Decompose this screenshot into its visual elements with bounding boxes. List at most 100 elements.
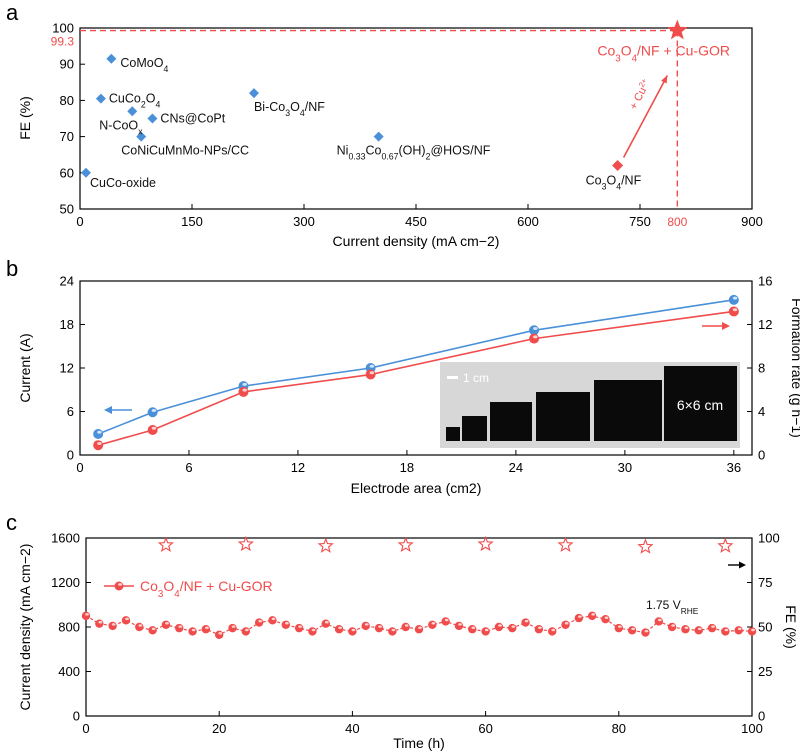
panel-c-current-point-shine (125, 617, 129, 621)
panel-label-c: c (6, 510, 17, 535)
panel-c-current-point-shine (351, 628, 356, 632)
panel-c-current-point (374, 623, 384, 633)
panel-c-current-point-body (614, 623, 623, 633)
panel-c-current-point (548, 627, 557, 636)
panel-c-current-point-shine (458, 623, 462, 626)
panel-c-current-point (667, 622, 677, 632)
panel-c-current-point-shine (111, 623, 116, 626)
panel-c-current-point-shine (551, 628, 556, 632)
panel-c-current-point (81, 611, 91, 621)
panel-a-ref-label-part: 3 (285, 108, 290, 118)
panel-a-ref-label: CNs@CoPt (160, 112, 225, 126)
panel-a-ref-label-part: 4 (155, 100, 160, 110)
panel-a-ref-point (248, 88, 259, 99)
panel-c-current-point (321, 619, 330, 628)
panel-a-ref-label-part: 0.67 (381, 152, 398, 162)
panel-c-xtick-label: 0 (82, 721, 89, 736)
panel-b-rate-point (529, 333, 540, 344)
panel-c-current-point (641, 628, 650, 637)
panel-c-current-point-shine (311, 628, 316, 632)
panel-a-ref-label: N-CoOx (99, 118, 143, 136)
panel-b-rate-point (238, 386, 249, 397)
panel-a-arrow-line (622, 75, 669, 158)
panel-a-ref-label-part: @HOS/NF (430, 144, 490, 158)
panel-c-current-point-shine (751, 628, 755, 632)
panel-b-rate-point-body (147, 424, 158, 435)
panel-b-ytick-left-label: 12 (60, 361, 74, 376)
panel-c-legend-marker-shine (118, 583, 123, 586)
panel-c-current-point-shine (564, 622, 569, 625)
panel-a-ref-label-part: Bi-Co (254, 100, 285, 114)
panel-a-ref-point (147, 113, 158, 124)
panel-c-current-point-body (334, 625, 344, 634)
panel-a-ref-label: CoNiCuMnMo-NPs/CC (121, 144, 249, 158)
panel-c-current-point-body (121, 616, 131, 625)
panel-c-current-point-shine (578, 615, 582, 618)
panel-a-this-work-label-part: 3 (602, 182, 607, 192)
panel-b-rate-point-body (93, 440, 104, 451)
panel-c-current-point-body (694, 626, 703, 635)
panel-c-ylabel-left: Current density (mA cm−2) (17, 544, 33, 711)
panel-c-current-point-body (81, 611, 91, 621)
panel-c-current-point-shine (671, 624, 676, 627)
panel-a-ref-label-part: CoNiCuMnMo-NPs/CC (121, 144, 249, 158)
panel-b-current-point (147, 407, 158, 418)
panel-b-current-point-shine (732, 296, 738, 300)
panel-c-current-point-shine (98, 620, 103, 624)
inset-electrode (536, 392, 590, 441)
panel-c-potential-annotation-part: 1.75 V (646, 598, 681, 612)
panel-c-current-point-shine (165, 622, 169, 625)
panel-c-current-point-body (188, 627, 197, 636)
panel-c-current-point-body (534, 625, 544, 634)
inset-electrode (664, 366, 737, 441)
panel-c-current-point-shine (538, 626, 542, 630)
panel-c-current-point (441, 617, 450, 626)
panel-a-xtick-label: 900 (741, 214, 763, 229)
panel-a-ref-label: CuCo2O4 (109, 92, 161, 110)
panel-b-xtick-label: 0 (76, 460, 83, 475)
panel-c-current-point-body (135, 622, 144, 632)
panel-c-right-axis-arrow-head (739, 561, 746, 569)
panel-c-current-point (308, 627, 317, 636)
inset-electrode (490, 402, 532, 441)
panel-a-ref-label-part: CoMoO (120, 56, 163, 70)
panel-b-rate-point-shine (242, 388, 247, 392)
panel-c-current-point-shine (151, 627, 156, 631)
panel-c-current-point (494, 622, 504, 632)
panel-c-current-point-shine (737, 627, 742, 631)
panel-c-legend-marker (114, 581, 124, 591)
panel-c-current-point-shine (404, 624, 409, 627)
panel-c-current-point-shine (471, 626, 476, 630)
panel-c-current-point-shine (617, 625, 622, 628)
panel-c-current-point (241, 627, 251, 636)
panel-c-current-point (228, 623, 237, 633)
panel-c-current-point-body (254, 618, 264, 627)
panel-c-ylabel-right: FE (%) (783, 605, 799, 649)
inset-photo: 1 cm 6×6 cm (440, 362, 740, 448)
panel-b-current-and-rate-vs-area: 1 cm 6×6 cm 0 6 12 18 24 30 36 0 6 12 18 24 0 4 8 12 16 E… (17, 274, 800, 497)
panel-a-ref-label-part: 2 (141, 100, 146, 110)
panel-a-best-label-part: 4 (632, 53, 638, 64)
panel-a-best-star (666, 19, 688, 40)
panel-c-current-point-shine (684, 626, 689, 630)
panel-c-current-point (681, 625, 690, 634)
panel-a-ref-point (95, 93, 106, 104)
panel-a-ref-point (106, 53, 117, 64)
panel-c-current-point (361, 621, 370, 631)
panel-b-rate-point (728, 306, 739, 317)
panel-c-ytick-right-label: 100 (758, 531, 780, 546)
panel-a-this-work-label-part: O (606, 174, 616, 188)
panel-b-current-point-shine (369, 364, 375, 368)
panel-b-xtick-label: 36 (727, 460, 741, 475)
panel-c-current-point (574, 613, 584, 623)
panel-a-ref-label-part: 0.33 (348, 152, 365, 162)
panel-b-rate-line (97, 310, 734, 446)
panel-b-rate-point (93, 440, 104, 451)
panel-c-fe-point (317, 537, 334, 553)
panel-c-current-point-body (348, 627, 357, 636)
panel-c-current-point-body (401, 622, 410, 632)
panel-c-current-point-body (454, 621, 464, 631)
panel-c-current-point-shine (284, 622, 289, 625)
panel-b-rate-point-shine (369, 371, 375, 375)
panel-c-current-point (294, 623, 304, 633)
